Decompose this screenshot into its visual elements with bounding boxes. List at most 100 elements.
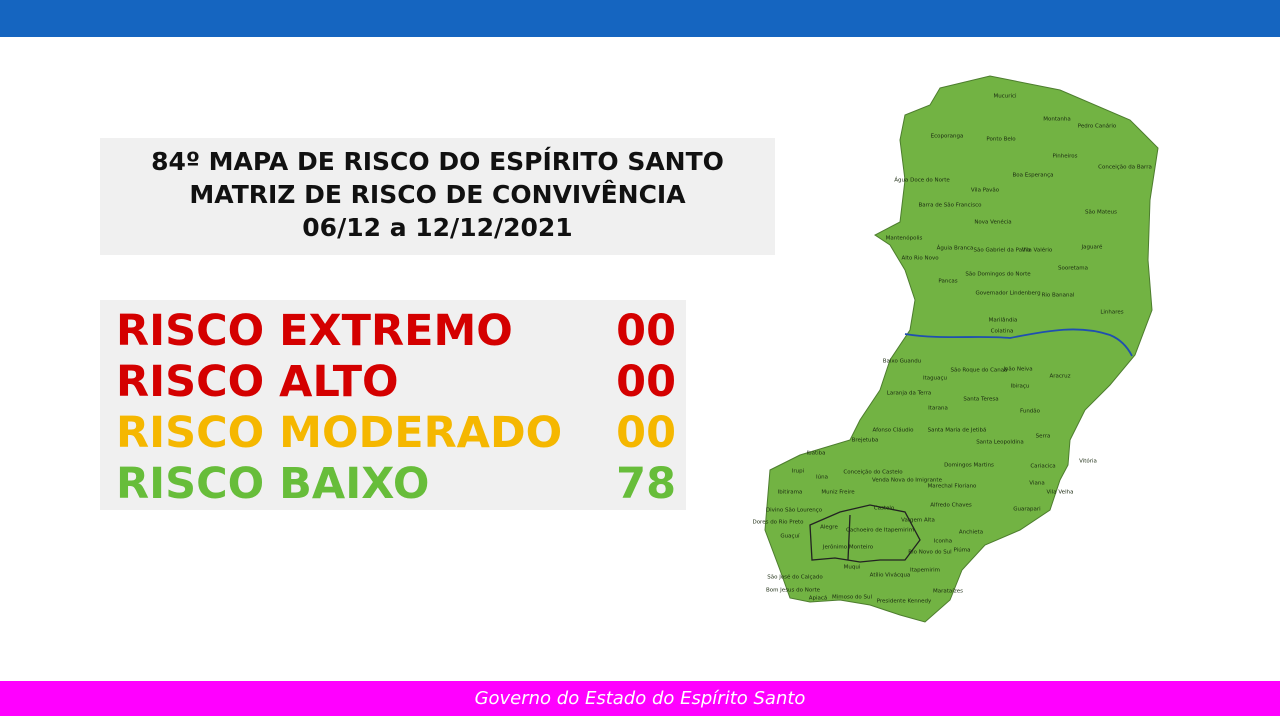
municipality-label: Governador Lindenberg xyxy=(975,291,1040,297)
risk-label: RISCO BAIXO xyxy=(116,459,430,509)
municipality-label: Alfredo Chaves xyxy=(930,503,972,509)
municipality-label: Aracruz xyxy=(1049,374,1070,380)
risk-row: RISCO EXTREMO 00 xyxy=(116,305,676,357)
municipality-label: Vila Valério xyxy=(1022,247,1053,254)
municipality-label: Baixo Guandu xyxy=(883,359,921,365)
risk-box: RISCO EXTREMO 00 RISCO ALTO 00 RISCO MODERAD… xyxy=(100,300,686,510)
municipality-label: Brejetuba xyxy=(852,438,879,444)
municipality-label: Laranja da Terra xyxy=(887,391,931,397)
municipality-label: Guaçuí xyxy=(780,533,800,540)
municipality-label: Marechal Floriano xyxy=(928,484,977,490)
risk-row: RISCO ALTO 00 xyxy=(116,356,676,408)
municipality-label: Domingos Martins xyxy=(944,463,994,469)
municipality-label: São Domingos do Norte xyxy=(965,272,1031,278)
municipality-label: Pedro Canário xyxy=(1078,123,1117,130)
municipality-label: Cachoeiro de Itapemirim xyxy=(846,528,914,534)
municipality-label: Santa Maria de Jetibá xyxy=(928,427,987,434)
title-line: 84º MAPA DE RISCO DO ESPÍRITO SANTO xyxy=(151,147,724,176)
municipality-label: Guarapari xyxy=(1013,507,1041,513)
risk-label: RISCO EXTREMO xyxy=(116,306,513,356)
municipality-label: Castelo xyxy=(874,506,895,512)
risk-count: 78 xyxy=(616,459,676,509)
risk-row: RISCO BAIXO 78 xyxy=(116,458,676,510)
risk-row: RISCO MODERADO 00 xyxy=(116,407,676,459)
municipality-label: Águia Branca xyxy=(937,245,974,252)
municipality-label: Mimoso do Sul xyxy=(832,595,873,601)
title-line: 06/12 a 12/12/2021 xyxy=(302,213,573,242)
municipality-label: Dores do Rio Preto xyxy=(752,520,804,526)
municipality-label: Montanha xyxy=(1043,117,1070,123)
municipality-label: Mantenópolis xyxy=(886,235,923,242)
municipality-label: Fundão xyxy=(1020,409,1041,415)
municipality-label: Barra de São Francisco xyxy=(919,203,983,209)
municipality-label: Atílio Vivácqua xyxy=(870,572,911,579)
municipality-label: Marataízes xyxy=(933,588,963,595)
municipality-label: Água Doce do Norte xyxy=(894,177,950,184)
municipality-label: Vargem Alta xyxy=(901,518,935,524)
municipality-label: Muqui xyxy=(844,565,861,571)
region-outline xyxy=(809,504,921,563)
top-bar xyxy=(0,0,1280,37)
municipality-label: João Neiva xyxy=(1002,367,1032,373)
municipality-label: Ecoporanga xyxy=(931,134,964,140)
municipality-label: Santa Leopoldina xyxy=(976,440,1024,446)
risk-count: 00 xyxy=(616,357,676,407)
municipality-label: Sooretama xyxy=(1058,266,1088,272)
municipality-label: Venda Nova do Imigrante xyxy=(872,478,943,484)
municipality-label: Vila Velha xyxy=(1047,490,1074,496)
municipality-label: Afonso Cláudio xyxy=(873,427,915,434)
municipality-label: Nova Venécia xyxy=(974,219,1011,226)
municipality-label: Ponto Belo xyxy=(986,137,1016,143)
municipality-label: Itapemirim xyxy=(910,568,940,574)
municipality-label: Boa Esperança xyxy=(1013,173,1054,179)
risk-count: 00 xyxy=(616,408,676,458)
municipality-label: Apiacá xyxy=(809,595,828,602)
municipality-label: Viana xyxy=(1029,481,1044,487)
municipality-label: Rio Bananal xyxy=(1042,293,1075,299)
municipality-label: Conceição do Castelo xyxy=(843,470,903,476)
municipality-label: Piúma xyxy=(954,547,971,554)
municipality-label: Anchieta xyxy=(959,530,983,536)
municipality-label: Vila Pavão xyxy=(971,188,1000,194)
municipality-label: Presidente Kennedy xyxy=(877,599,932,605)
municipality-label: Ibatiba xyxy=(806,451,825,457)
municipality-label: Colatina xyxy=(991,329,1014,335)
municipality-label: Rio Novo do Sul xyxy=(908,550,952,556)
municipality-label: Pancas xyxy=(938,279,957,285)
municipality-label: Jerônimo Monteiro xyxy=(822,544,874,551)
risk-count: 00 xyxy=(616,306,676,356)
municipality-label: Itarana xyxy=(928,406,948,412)
title-line: MATRIZ DE RISCO DE CONVIVÊNCIA xyxy=(189,180,686,209)
municipality-label: Jaguaré xyxy=(1081,244,1103,251)
municipality-label: Ibitirama xyxy=(778,490,803,496)
municipality-label: Marilândia xyxy=(989,317,1018,324)
title-box: 84º MAPA DE RISCO DO ESPÍRITO SANTO MATRI… xyxy=(100,138,775,255)
municipality-label: São Mateus xyxy=(1085,210,1117,216)
municipality-label: Irupi xyxy=(792,469,805,475)
municipality-label: Alegre xyxy=(820,525,838,531)
municipality-label: Linhares xyxy=(1100,310,1123,316)
municipality-label: Itaguaçu xyxy=(923,376,947,382)
municipality-label: Iconha xyxy=(934,539,952,545)
risk-label: RISCO MODERADO xyxy=(116,408,563,458)
municipality-label: Conceição da Barra xyxy=(1098,165,1152,171)
river xyxy=(904,328,1133,357)
state-shape xyxy=(764,75,1159,623)
municipality-label: Alto Rio Novo xyxy=(901,256,939,262)
risk-label: RISCO ALTO xyxy=(116,357,399,407)
municipality-label: Pinheiros xyxy=(1053,154,1078,160)
footer: Governo do Estado do Espírito Santo xyxy=(0,681,1280,716)
municipality-label: Iúna xyxy=(816,474,828,481)
municipality-label: Serra xyxy=(1036,434,1051,440)
municipality-label: Vitória xyxy=(1079,458,1097,465)
municipality-label: Ibiraçu xyxy=(1011,384,1030,390)
municipality-label: São Roque do Canaã xyxy=(950,368,1007,374)
municipality-label: Bom Jesus do Norte xyxy=(766,588,821,594)
municipality-label: Muniz Freire xyxy=(821,490,855,496)
municipality-label: Divino São Lourenço xyxy=(766,508,823,514)
municipality-label: Santa Teresa xyxy=(963,397,998,403)
municipality-label: Cariacica xyxy=(1030,464,1055,470)
municipality-label: São Gabriel da Palha xyxy=(974,248,1031,254)
